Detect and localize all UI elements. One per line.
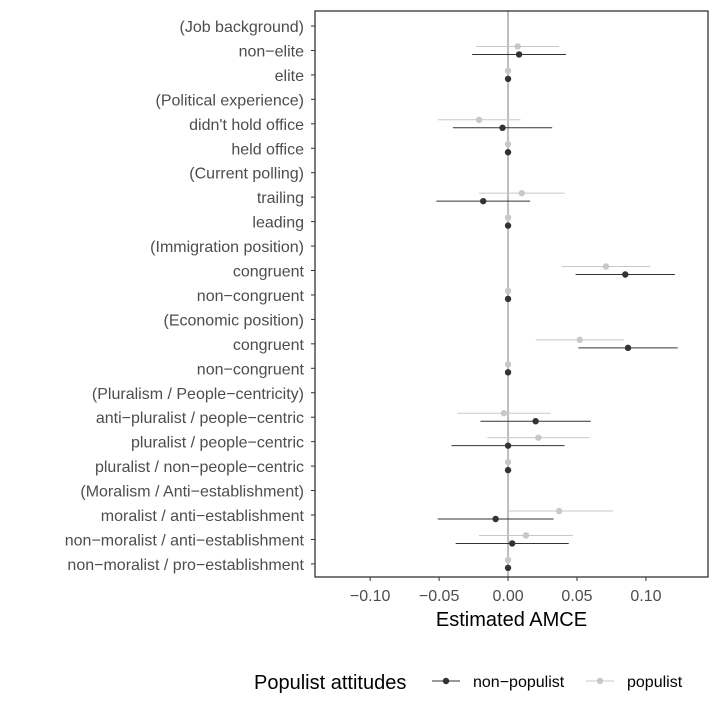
x-axis-title: Estimated AMCE <box>436 609 587 631</box>
y-tick-label: non−moralist / pro−establishment <box>67 557 304 574</box>
y-tick-label: (Immigration position) <box>150 239 304 256</box>
estimate-point <box>532 418 539 425</box>
y-tick-label: leading <box>252 215 304 232</box>
estimate-point <box>504 442 512 449</box>
legend-item-non-populist: non−populist <box>432 674 565 691</box>
y-tick-label: held office <box>231 141 304 158</box>
estimate-point <box>492 515 499 523</box>
estimate-point <box>504 466 512 474</box>
y-tick-label: non−moralist / anti−establishment <box>65 532 305 549</box>
x-tick-label: −0.10 <box>350 588 391 605</box>
estimate-point <box>480 197 487 205</box>
y-tick-label: pluralist / people−centric <box>131 435 304 452</box>
estimate-point <box>504 214 512 221</box>
y-tick-label: trailing <box>257 190 304 207</box>
y-tick-label: moralist / anti−establishment <box>101 508 305 525</box>
estimate-point <box>535 434 542 441</box>
x-tick-label: 0.05 <box>561 588 592 605</box>
estimate-point <box>624 344 632 352</box>
legend-label: non−populist <box>473 674 565 691</box>
estimate-point <box>576 336 583 344</box>
legend-label: populist <box>627 674 683 691</box>
estimate-point <box>514 43 521 50</box>
estimate-point <box>504 361 512 368</box>
y-tick-label: pluralist / non−people−centric <box>95 459 304 476</box>
x-tick-label: 0.10 <box>630 588 661 605</box>
estimate-point <box>518 189 526 197</box>
y-tick-label: elite <box>275 68 304 85</box>
y-tick-label: non−congruent <box>197 361 305 378</box>
y-tick-label: anti−pluralist / people−centric <box>96 410 304 427</box>
legend-key-point <box>442 677 450 685</box>
estimate-point <box>504 295 512 303</box>
estimate-point <box>504 564 512 572</box>
estimate-point <box>522 532 530 539</box>
estimate-point <box>622 271 629 278</box>
legend-item-populist: populist <box>586 674 683 691</box>
y-tick-label: congruent <box>233 337 305 354</box>
estimate-point <box>504 458 512 466</box>
estimate-point <box>504 556 512 564</box>
series-populist <box>437 43 651 564</box>
estimate-point <box>515 51 523 58</box>
y-tick-label: (Job background) <box>179 19 304 36</box>
y-tick-label: (Political experience) <box>155 92 304 109</box>
estimate-point <box>555 507 563 515</box>
estimate-point <box>602 263 610 270</box>
legend-title: Populist attitudes <box>254 672 406 694</box>
series-non-populist <box>436 51 678 572</box>
plot-border <box>314 10 709 578</box>
estimate-point <box>499 124 506 131</box>
y-tick-label: (Current polling) <box>189 166 304 183</box>
y-tick-label: (Economic position) <box>164 312 305 329</box>
y-tick-label: didn't hold office <box>189 117 304 134</box>
estimate-point <box>504 222 512 229</box>
estimate-point <box>504 75 512 83</box>
estimate-point <box>504 149 512 156</box>
plot-panel <box>315 11 708 577</box>
x-tick-label: −0.05 <box>419 588 460 605</box>
estimate-point <box>504 141 512 148</box>
y-tick-label: non−congruent <box>197 288 305 305</box>
y-tick-label: (Moralism / Anti−establishment) <box>80 484 304 501</box>
x-tick-label: 0.00 <box>492 588 523 605</box>
estimate-point <box>475 116 483 124</box>
y-tick-label: (Pluralism / People−centricity) <box>92 386 304 403</box>
estimate-point <box>500 410 508 417</box>
estimate-point <box>504 369 512 376</box>
estimate-point <box>504 67 512 75</box>
y-tick-label: congruent <box>233 264 305 281</box>
estimate-point <box>508 540 516 547</box>
y-tick-label: non−elite <box>239 43 304 60</box>
estimate-point <box>504 287 512 295</box>
legend-key-point <box>596 677 604 685</box>
